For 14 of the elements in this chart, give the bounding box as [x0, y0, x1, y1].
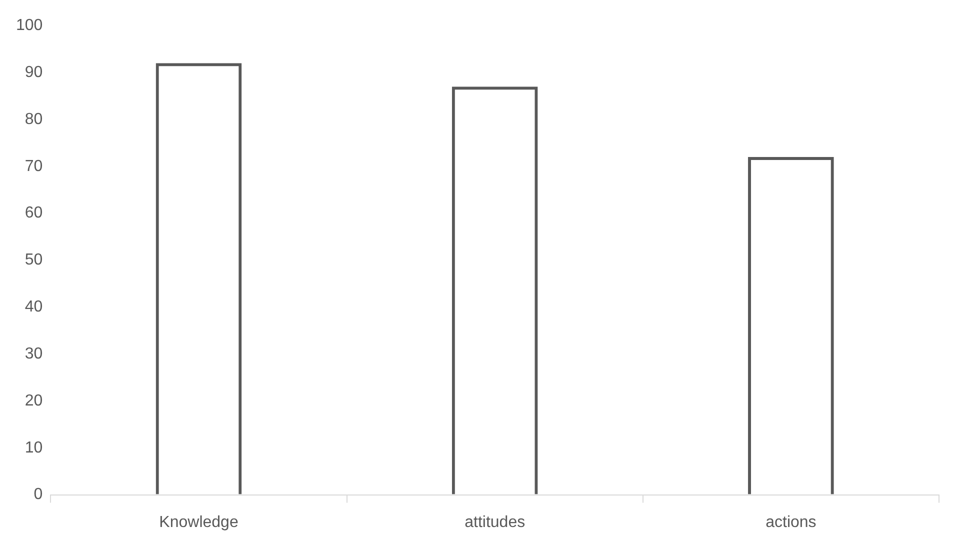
- y-tick-label: 10: [24, 439, 43, 456]
- x-tick-label: actions: [766, 514, 816, 531]
- y-tick-label: 50: [24, 252, 43, 269]
- y-tick-label: 40: [24, 298, 43, 316]
- x-tick-label: attitudes: [464, 514, 526, 531]
- x-tick-label: Knowledge: [159, 514, 238, 531]
- y-tick-label: 60: [24, 204, 43, 222]
- y-tick-label: 30: [24, 345, 43, 362]
- y-tick-label: 80: [24, 110, 43, 128]
- y-tick-label: 0: [34, 486, 43, 504]
- y-tick-label: 100: [16, 17, 43, 34]
- y-tick-label: 90: [24, 64, 43, 81]
- y-tick-label: 20: [24, 392, 43, 410]
- y-tick-label: 70: [24, 158, 43, 175]
